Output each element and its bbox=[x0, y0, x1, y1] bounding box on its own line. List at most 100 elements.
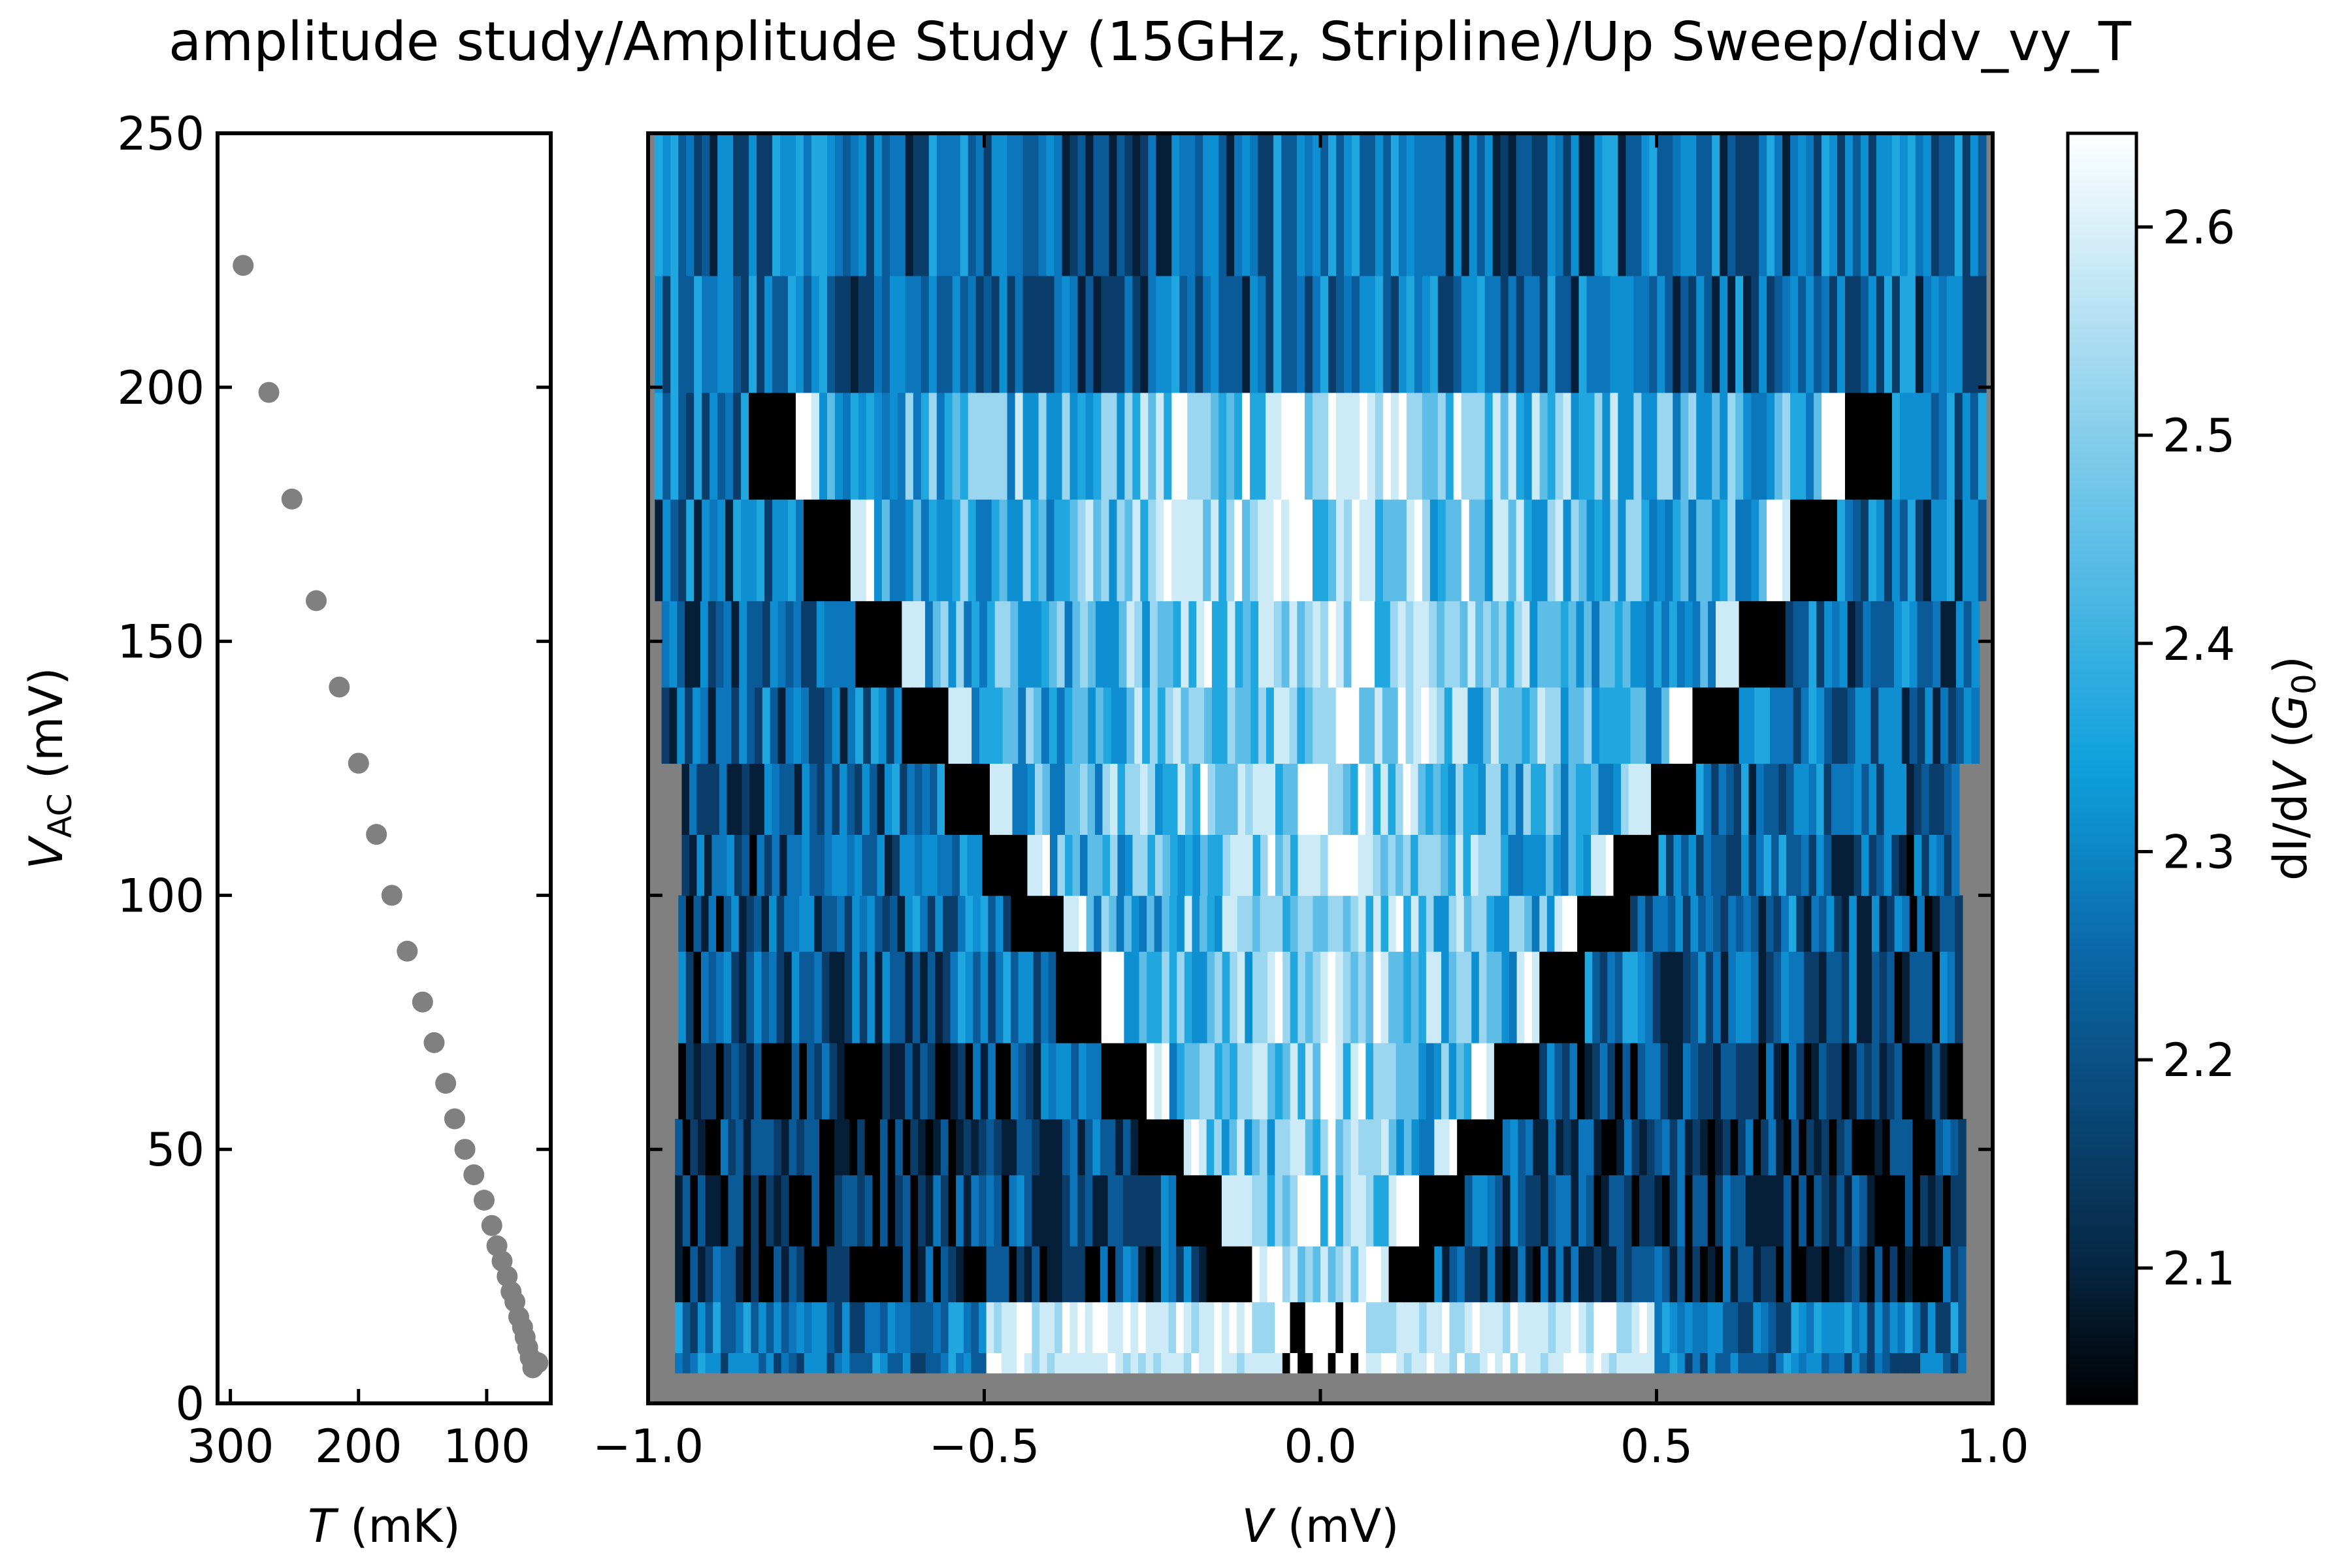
heatmap-cell bbox=[936, 392, 945, 500]
heatmap-cell bbox=[1267, 1042, 1276, 1120]
heatmap-cell bbox=[910, 1352, 919, 1374]
heatmap-cell bbox=[1525, 1352, 1534, 1374]
heatmap-cell bbox=[1421, 600, 1429, 688]
heatmap-cell bbox=[1704, 133, 1713, 276]
heatmap-cell bbox=[1509, 951, 1518, 1043]
heatmap-cell bbox=[834, 1245, 843, 1303]
heatmap-cell bbox=[1954, 133, 1963, 276]
heatmap-cell bbox=[1622, 687, 1631, 764]
heatmap-cell bbox=[1015, 133, 1024, 276]
heatmap-cell bbox=[1388, 1175, 1397, 1247]
heatmap-cell bbox=[1531, 895, 1541, 952]
heatmap-cell bbox=[905, 275, 914, 393]
heatmap-cell bbox=[927, 951, 936, 1043]
heatmap-cell bbox=[1077, 1175, 1086, 1247]
heatmap-cell bbox=[1335, 133, 1345, 276]
heatmap-cell bbox=[866, 498, 875, 602]
heatmap-cell bbox=[1365, 1245, 1375, 1303]
heatmap-cell bbox=[779, 763, 788, 835]
heatmap-cell bbox=[670, 133, 679, 276]
heatmap-cell bbox=[909, 600, 918, 688]
left-y-axis-label: VAC (mV) bbox=[20, 667, 79, 869]
scatter-point bbox=[306, 590, 327, 612]
heatmap-cell bbox=[844, 895, 853, 952]
heatmap-cell bbox=[1100, 1352, 1109, 1374]
heatmap-cell bbox=[806, 951, 815, 1043]
heatmap-cell bbox=[932, 687, 941, 764]
heatmap-cell bbox=[1382, 687, 1391, 764]
heatmap-cell bbox=[1188, 687, 1197, 764]
heatmap-cell bbox=[1645, 951, 1654, 1043]
heatmap-cell bbox=[1351, 275, 1360, 393]
heatmap-cell bbox=[1516, 951, 1525, 1043]
heatmap-cell bbox=[1403, 895, 1412, 952]
heatmap-cell bbox=[1791, 1245, 1799, 1303]
heatmap-cell bbox=[761, 895, 770, 952]
heatmap-cell bbox=[1252, 1042, 1261, 1120]
heatmap-cell bbox=[708, 895, 717, 952]
heatmap-cell bbox=[1290, 1301, 1298, 1354]
heatmap-cell bbox=[655, 498, 664, 602]
heatmap-cell bbox=[1609, 1119, 1618, 1175]
heatmap-cell bbox=[1819, 1042, 1827, 1120]
heatmap-cell bbox=[801, 600, 809, 688]
heatmap-cell bbox=[1746, 687, 1756, 764]
heatmap-cell bbox=[741, 392, 749, 500]
heatmap-cell bbox=[1867, 1119, 1876, 1175]
heatmap-cell bbox=[994, 1175, 1002, 1247]
heatmap-cell bbox=[859, 951, 868, 1043]
heatmap-cell bbox=[1602, 133, 1611, 276]
heatmap-cell bbox=[1101, 133, 1110, 276]
heatmap-cell bbox=[850, 498, 859, 602]
heatmap-cell bbox=[1897, 1301, 1906, 1354]
heatmap-cell bbox=[1571, 1301, 1579, 1354]
heatmap-cell bbox=[1168, 1352, 1177, 1374]
heatmap-cell bbox=[717, 498, 726, 602]
heatmap-cell bbox=[1070, 133, 1079, 276]
heatmap-cell bbox=[1924, 951, 1933, 1043]
heatmap-cell bbox=[1859, 1352, 1868, 1374]
heatmap-cell bbox=[1610, 392, 1619, 500]
heatmap-cell bbox=[1250, 498, 1258, 602]
heatmap-cell bbox=[1661, 687, 1670, 764]
heatmap-cell bbox=[661, 600, 670, 688]
heatmap-cell bbox=[1971, 687, 1980, 764]
heatmap-cell bbox=[670, 498, 679, 602]
heatmap-cell bbox=[1429, 133, 1439, 276]
heatmap-cell bbox=[1814, 1119, 1822, 1175]
heatmap-cell bbox=[1290, 834, 1299, 896]
heatmap-cell bbox=[983, 498, 992, 602]
heatmap-cell bbox=[905, 133, 914, 276]
heatmap-cell bbox=[1863, 600, 1872, 688]
heatmap-cell bbox=[956, 600, 965, 688]
heatmap-cell bbox=[770, 600, 779, 688]
heatmap-cell bbox=[1275, 895, 1283, 952]
heatmap-cells bbox=[655, 133, 1987, 1374]
heatmap-cell bbox=[1164, 392, 1173, 500]
heatmap-cell bbox=[774, 1119, 782, 1175]
heatmap-cell bbox=[1092, 1301, 1101, 1354]
heatmap-cell bbox=[1936, 834, 1945, 896]
heatmap-cell bbox=[1844, 1245, 1853, 1303]
heatmap-cell bbox=[772, 834, 780, 896]
heatmap-cell bbox=[1578, 1352, 1587, 1374]
heatmap-cell bbox=[1426, 1352, 1435, 1374]
heatmap-cell bbox=[874, 498, 883, 602]
heatmap-cell bbox=[1578, 275, 1588, 393]
heatmap-cell bbox=[1625, 133, 1635, 276]
heatmap-cell bbox=[1119, 600, 1128, 688]
heatmap-cell bbox=[1509, 895, 1518, 952]
heatmap-cell bbox=[1403, 951, 1412, 1043]
heatmap-cell bbox=[1904, 1175, 1914, 1247]
heatmap-cell bbox=[1823, 834, 1832, 896]
scatter-point bbox=[481, 1215, 502, 1236]
heatmap-cell bbox=[708, 951, 717, 1043]
heatmap-cell bbox=[1298, 1301, 1306, 1354]
heatmap-cell bbox=[1899, 133, 1908, 276]
heatmap-cell bbox=[717, 133, 726, 276]
heatmap-cell bbox=[1912, 1119, 1921, 1175]
heatmap-cell bbox=[720, 1352, 729, 1374]
heatmap-cell bbox=[1723, 687, 1732, 764]
heatmap-cell bbox=[749, 275, 757, 393]
heatmap-cell bbox=[1320, 763, 1329, 835]
